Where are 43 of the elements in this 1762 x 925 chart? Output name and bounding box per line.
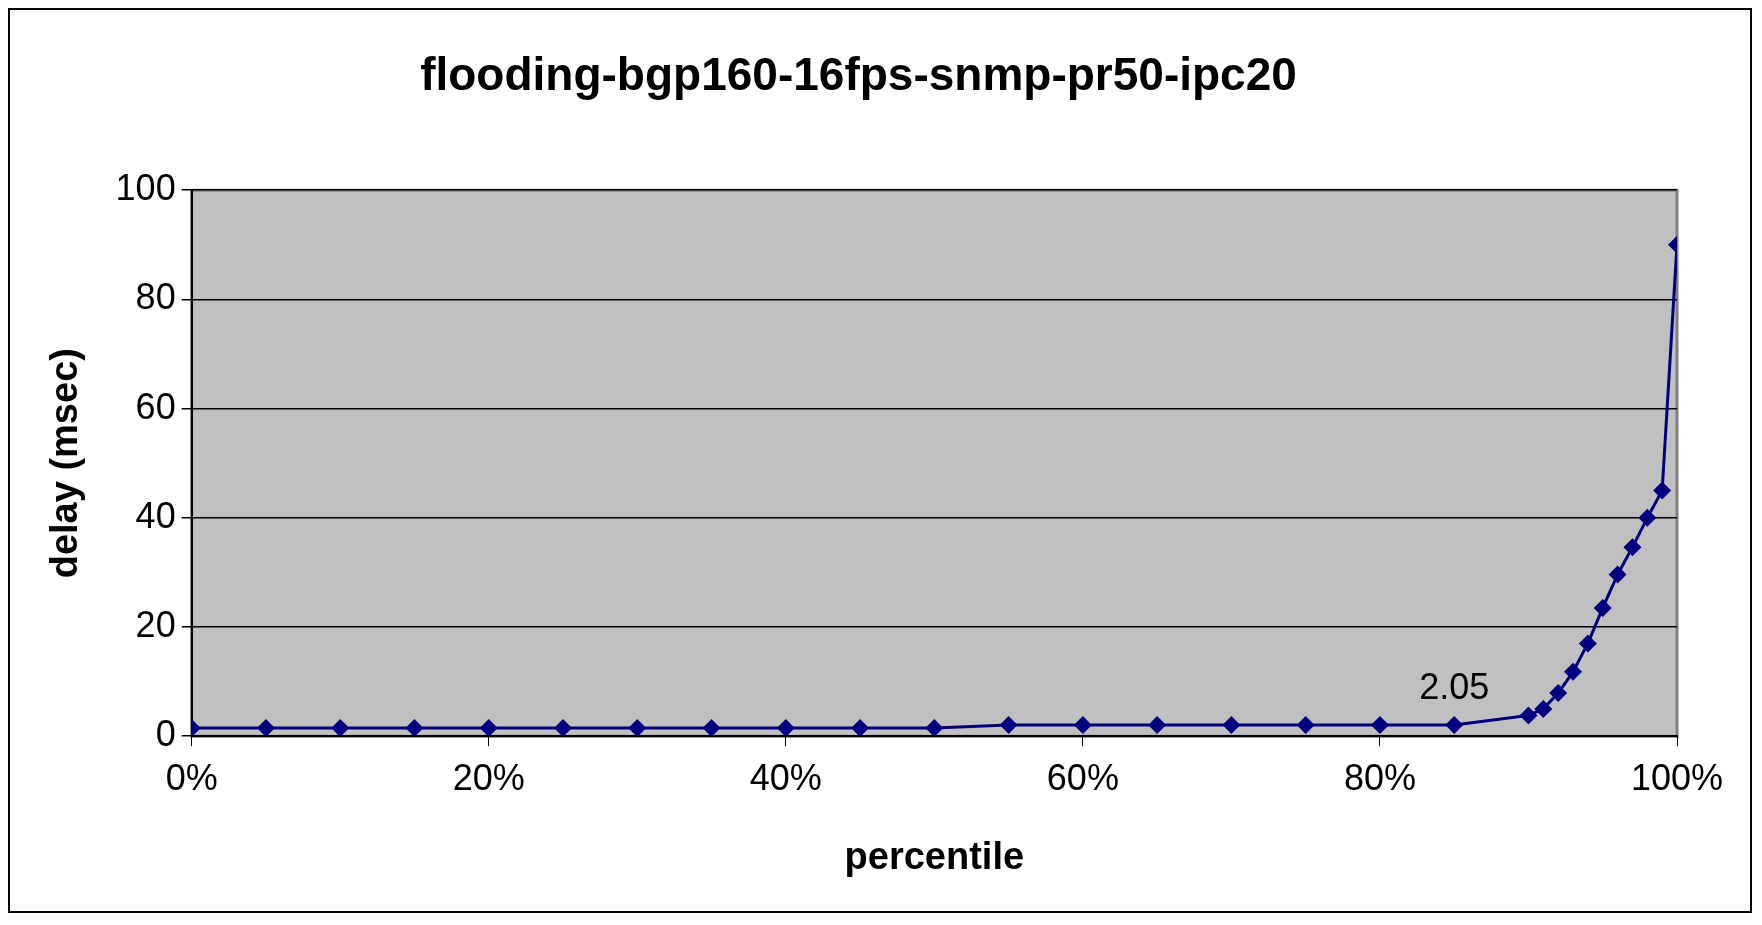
point [1148,716,1167,735]
point [554,719,572,737]
point [479,719,498,737]
point [256,719,275,737]
point [1593,598,1612,617]
x-axis-title: percentile [844,834,1025,877]
point [1445,716,1464,735]
point [1073,716,1092,735]
chart-title: flooding-bgp160-16fps-snmp-pr50-ipc20 [420,48,1297,101]
point [1653,481,1672,500]
point [1638,508,1657,527]
point [851,719,870,737]
point [1534,699,1553,718]
y-tick-label: 60 [135,385,176,427]
point [405,719,424,737]
x-tick-label: 0% [165,756,218,798]
x-tick-label: 20% [452,756,525,798]
point [702,719,721,737]
point [1370,716,1389,735]
point [1296,716,1315,735]
y-tick-label: 20 [135,603,176,645]
x-tick-label: 80% [1343,756,1416,798]
point [925,719,944,737]
y-axis-title: delay (msec) [43,348,86,579]
point [331,719,350,737]
point [1519,706,1538,725]
point [628,719,647,737]
point [1578,634,1597,653]
point [1549,684,1568,703]
point [776,719,795,737]
data-label: 2.05 [1419,665,1490,707]
y-tick-label: 100 [115,167,176,209]
point [1222,716,1241,735]
y-tick-label: 80 [135,276,176,318]
point [999,716,1018,735]
y-tick-label: 40 [135,494,176,536]
y-tick-label: 0 [155,713,176,755]
point [1564,662,1583,681]
point [1623,538,1642,557]
x-tick-label: 40% [749,756,822,798]
point [1608,565,1627,584]
x-tick-label: 100% [1630,756,1724,798]
x-tick-label: 60% [1046,756,1119,798]
